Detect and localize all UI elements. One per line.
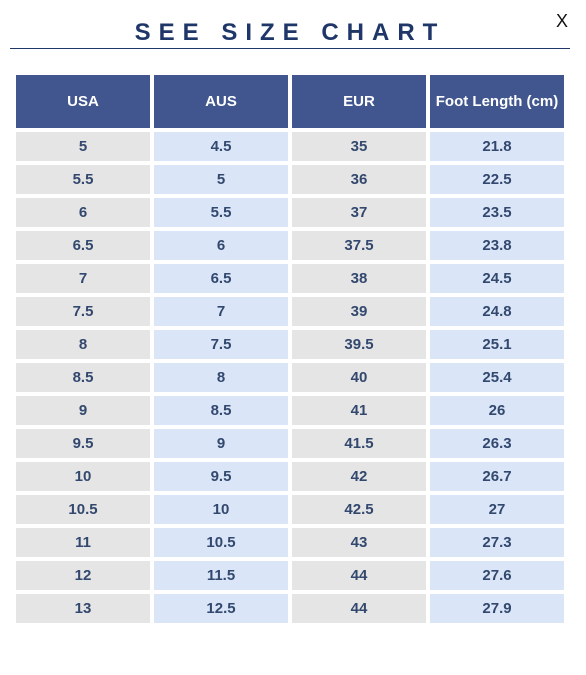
cell-aus: 9 [154,429,288,458]
close-button[interactable]: X [551,10,573,32]
cell-aus: 10 [154,495,288,524]
cell-foot-length: 26.7 [430,462,564,491]
cell-aus: 7.5 [154,330,288,359]
cell-usa: 8 [16,330,150,359]
cell-eur: 43 [292,528,426,557]
table-row: 9.5 9 41.5 26.3 [16,429,564,458]
cell-foot-length: 23.8 [430,231,564,260]
cell-foot-length: 26.3 [430,429,564,458]
cell-foot-length: 27 [430,495,564,524]
cell-foot-length: 27.3 [430,528,564,557]
cell-foot-length: 27.6 [430,561,564,590]
cell-usa: 11 [16,528,150,557]
table-row: 11 10.5 43 27.3 [16,528,564,557]
cell-foot-length: 22.5 [430,165,564,194]
cell-usa: 10.5 [16,495,150,524]
cell-usa: 8.5 [16,363,150,392]
cell-eur: 37.5 [292,231,426,260]
cell-usa: 10 [16,462,150,491]
cell-eur: 42 [292,462,426,491]
cell-aus: 11.5 [154,561,288,590]
cell-usa: 9.5 [16,429,150,458]
cell-aus: 6 [154,231,288,260]
cell-aus: 7 [154,297,288,326]
table-body: 5 4.5 35 21.8 5.5 5 36 22.5 6 5.5 37 23.5 6.5 6 37.5 23… [16,132,564,623]
size-chart-table: USA AUS EUR Foot Length (cm) 5 4.5 35 21.8 5… [12,71,568,627]
table-row: 12 11.5 44 27.6 [16,561,564,590]
column-header-foot-length: Foot Length (cm) [430,75,564,128]
cell-aus: 5 [154,165,288,194]
table-row: 7 6.5 38 24.5 [16,264,564,293]
cell-eur: 44 [292,561,426,590]
cell-usa: 12 [16,561,150,590]
column-header-eur: EUR [292,75,426,128]
table-row: 13 12.5 44 27.9 [16,594,564,623]
cell-foot-length: 24.5 [430,264,564,293]
cell-eur: 41.5 [292,429,426,458]
cell-foot-length: 26 [430,396,564,425]
cell-eur: 42.5 [292,495,426,524]
table-row: 6.5 6 37.5 23.8 [16,231,564,260]
cell-eur: 38 [292,264,426,293]
cell-aus: 5.5 [154,198,288,227]
cell-aus: 10.5 [154,528,288,557]
table-row: 8.5 8 40 25.4 [16,363,564,392]
table-row: 10.5 10 42.5 27 [16,495,564,524]
title-divider [10,48,570,49]
table-row: 5.5 5 36 22.5 [16,165,564,194]
cell-aus: 8.5 [154,396,288,425]
cell-aus: 12.5 [154,594,288,623]
cell-usa: 5.5 [16,165,150,194]
cell-eur: 40 [292,363,426,392]
cell-foot-length: 21.8 [430,132,564,161]
cell-foot-length: 24.8 [430,297,564,326]
table-header-row: USA AUS EUR Foot Length (cm) [16,75,564,128]
cell-eur: 36 [292,165,426,194]
cell-usa: 7 [16,264,150,293]
table-row: 7.5 7 39 24.8 [16,297,564,326]
cell-foot-length: 25.1 [430,330,564,359]
cell-usa: 7.5 [16,297,150,326]
cell-aus: 9.5 [154,462,288,491]
cell-eur: 35 [292,132,426,161]
cell-usa: 5 [16,132,150,161]
cell-aus: 4.5 [154,132,288,161]
modal-title: SEE SIZE CHART [134,19,446,46]
table-row: 9 8.5 41 26 [16,396,564,425]
cell-eur: 41 [292,396,426,425]
cell-aus: 8 [154,363,288,392]
column-header-usa: USA [16,75,150,128]
cell-aus: 6.5 [154,264,288,293]
cell-eur: 37 [292,198,426,227]
table-row: 10 9.5 42 26.7 [16,462,564,491]
table-row: 8 7.5 39.5 25.1 [16,330,564,359]
cell-usa: 6.5 [16,231,150,260]
cell-foot-length: 25.4 [430,363,564,392]
cell-foot-length: 23.5 [430,198,564,227]
column-header-aus: AUS [154,75,288,128]
cell-eur: 44 [292,594,426,623]
cell-eur: 39 [292,297,426,326]
cell-usa: 9 [16,396,150,425]
cell-eur: 39.5 [292,330,426,359]
table-row: 5 4.5 35 21.8 [16,132,564,161]
cell-usa: 6 [16,198,150,227]
cell-foot-length: 27.9 [430,594,564,623]
cell-usa: 13 [16,594,150,623]
table-row: 6 5.5 37 23.5 [16,198,564,227]
